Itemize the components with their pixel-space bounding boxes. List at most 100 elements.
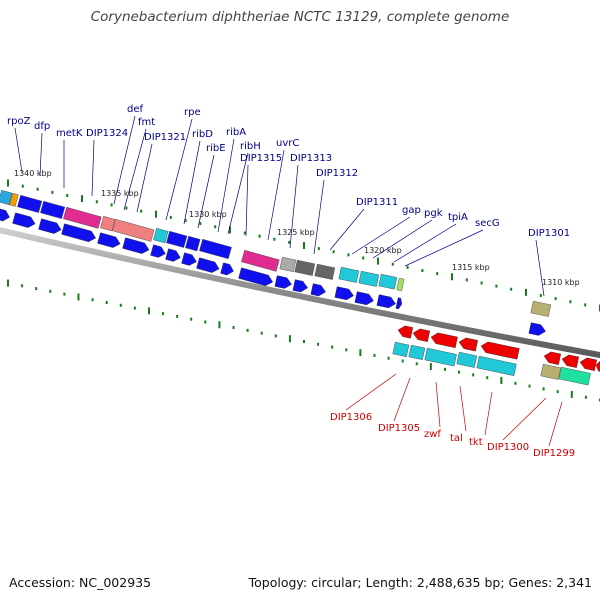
forward-gene-label: DIP1312 xyxy=(316,168,358,179)
label-leader xyxy=(217,138,235,233)
forward-gene-label: metK xyxy=(56,128,83,139)
gene-box xyxy=(396,277,405,292)
gene-arrow-reverse xyxy=(458,337,478,352)
forward-gene-label: ribD xyxy=(192,129,213,140)
label-leader xyxy=(113,115,136,205)
forward-gene-label: ribE xyxy=(206,143,226,154)
genome-backbone xyxy=(0,227,600,359)
kbp-label: 1315 kbp xyxy=(452,263,490,272)
forward-gene-label: ribA xyxy=(226,127,246,138)
gene-arrow-reverse xyxy=(430,332,458,349)
forward-gene-label: uvrC xyxy=(276,138,299,149)
gene-arrow-reverse xyxy=(480,341,520,360)
label-leader xyxy=(136,143,153,213)
label-leader xyxy=(345,373,397,411)
gene-box xyxy=(241,249,280,272)
gene-arrow-reverse xyxy=(397,325,414,339)
gene-arrow-reverse xyxy=(543,351,562,365)
gene-arrow-reverse xyxy=(561,354,580,368)
forward-gene-label: DIP1313 xyxy=(290,153,332,164)
tick-marks xyxy=(7,179,600,402)
forward-gene-label: fmt xyxy=(138,117,155,128)
gene-box xyxy=(540,363,562,380)
forward-gene-label: rpe xyxy=(184,107,201,118)
gene-box xyxy=(456,351,478,368)
gene-arrow-forward xyxy=(274,275,292,289)
gene-arrow-forward xyxy=(165,248,181,262)
gene-arrow-reverse xyxy=(595,360,600,373)
forward-gene-label: rpoZ xyxy=(7,116,31,127)
gene-box xyxy=(112,218,155,242)
map-title: Corynebacterium diphtheriae NCTC 13129, … xyxy=(90,9,510,25)
label-leader xyxy=(267,149,285,241)
gene-box xyxy=(558,366,591,386)
label-leader xyxy=(548,401,563,447)
label-leader xyxy=(535,239,545,297)
reverse-gene-label: DIP1299 xyxy=(533,448,575,459)
gene-arrow-forward xyxy=(238,267,274,286)
gene-arrow-forward xyxy=(376,294,396,309)
label-leader xyxy=(245,164,249,237)
gene-box xyxy=(17,194,43,213)
label-leader xyxy=(404,229,484,267)
reverse-gene-label: DIP1300 xyxy=(487,442,529,453)
forward-gene-label: DIP1301 xyxy=(528,228,570,239)
reverse-gene-label: tal xyxy=(450,433,463,444)
label-leader xyxy=(165,118,193,221)
forward-gene-label: DIP1324 xyxy=(86,128,128,139)
gene-features xyxy=(0,189,600,386)
gene-arrow-forward xyxy=(0,208,10,222)
reverse-gene-label: tkt xyxy=(469,437,483,448)
gene-box xyxy=(314,263,336,280)
forward-gene-label: dfp xyxy=(34,121,50,132)
gene-box xyxy=(338,266,360,283)
kbp-scale: 1340 kbp 1335 kbp 1330 kbp 1325 kbp 1320 kbp… xyxy=(14,169,580,287)
gene-arrow-reverse xyxy=(579,357,598,371)
label-leader xyxy=(313,179,325,255)
label-leader xyxy=(123,128,147,211)
kbp-label: 1320 kbp xyxy=(364,246,402,255)
forward-gene-label: def xyxy=(127,104,144,115)
reverse-gene-labels: DIP1306 DIP1305 zwf tal tkt DIP1300 DIP1299 xyxy=(330,412,575,459)
label-leader xyxy=(197,154,215,229)
kbp-label: 1330 kbp xyxy=(189,210,227,219)
accession: Accession: NC_002935 xyxy=(9,575,152,590)
gene-arrow-reverse xyxy=(412,328,431,342)
label-leader xyxy=(393,223,457,263)
kbp-label: 1340 kbp xyxy=(14,169,52,178)
gene-arrow-forward xyxy=(310,283,326,297)
gene-box xyxy=(530,300,552,317)
gene-box xyxy=(358,270,380,287)
label-leader xyxy=(14,127,23,173)
gene-box xyxy=(392,341,410,358)
gene-arrow-forward xyxy=(181,252,197,266)
label-leader xyxy=(227,152,249,235)
gene-arrow-forward xyxy=(354,291,374,306)
forward-gene-label: DIP1311 xyxy=(356,197,398,208)
gene-arrow-forward xyxy=(334,286,354,301)
forward-gene-label: DIP1321 xyxy=(144,132,186,143)
gene-arrow-forward xyxy=(292,279,308,293)
gene-arrow-forward xyxy=(38,218,62,234)
gene-arrow-forward xyxy=(61,223,97,242)
label-leader xyxy=(39,132,43,177)
gene-arrow-forward xyxy=(528,322,546,336)
label-leader xyxy=(183,140,201,225)
gene-arrow-forward xyxy=(12,212,36,228)
forward-gene-label: ribH xyxy=(240,141,261,152)
forward-gene-label: secG xyxy=(475,218,500,229)
label-leader xyxy=(502,397,547,441)
kbp-label: 1335 kbp xyxy=(101,189,139,198)
reverse-gene-label: DIP1305 xyxy=(378,423,420,434)
reverse-gene-label: zwf xyxy=(424,429,441,440)
gene-box xyxy=(153,227,169,244)
gene-box xyxy=(40,200,66,219)
gene-arrow-forward xyxy=(97,232,121,248)
gene-box xyxy=(378,273,398,290)
label-leader xyxy=(372,219,433,259)
gene-box xyxy=(185,235,201,252)
gene-box xyxy=(294,259,316,276)
gene-box xyxy=(408,344,426,361)
kbp-label: 1325 kbp xyxy=(277,228,315,237)
